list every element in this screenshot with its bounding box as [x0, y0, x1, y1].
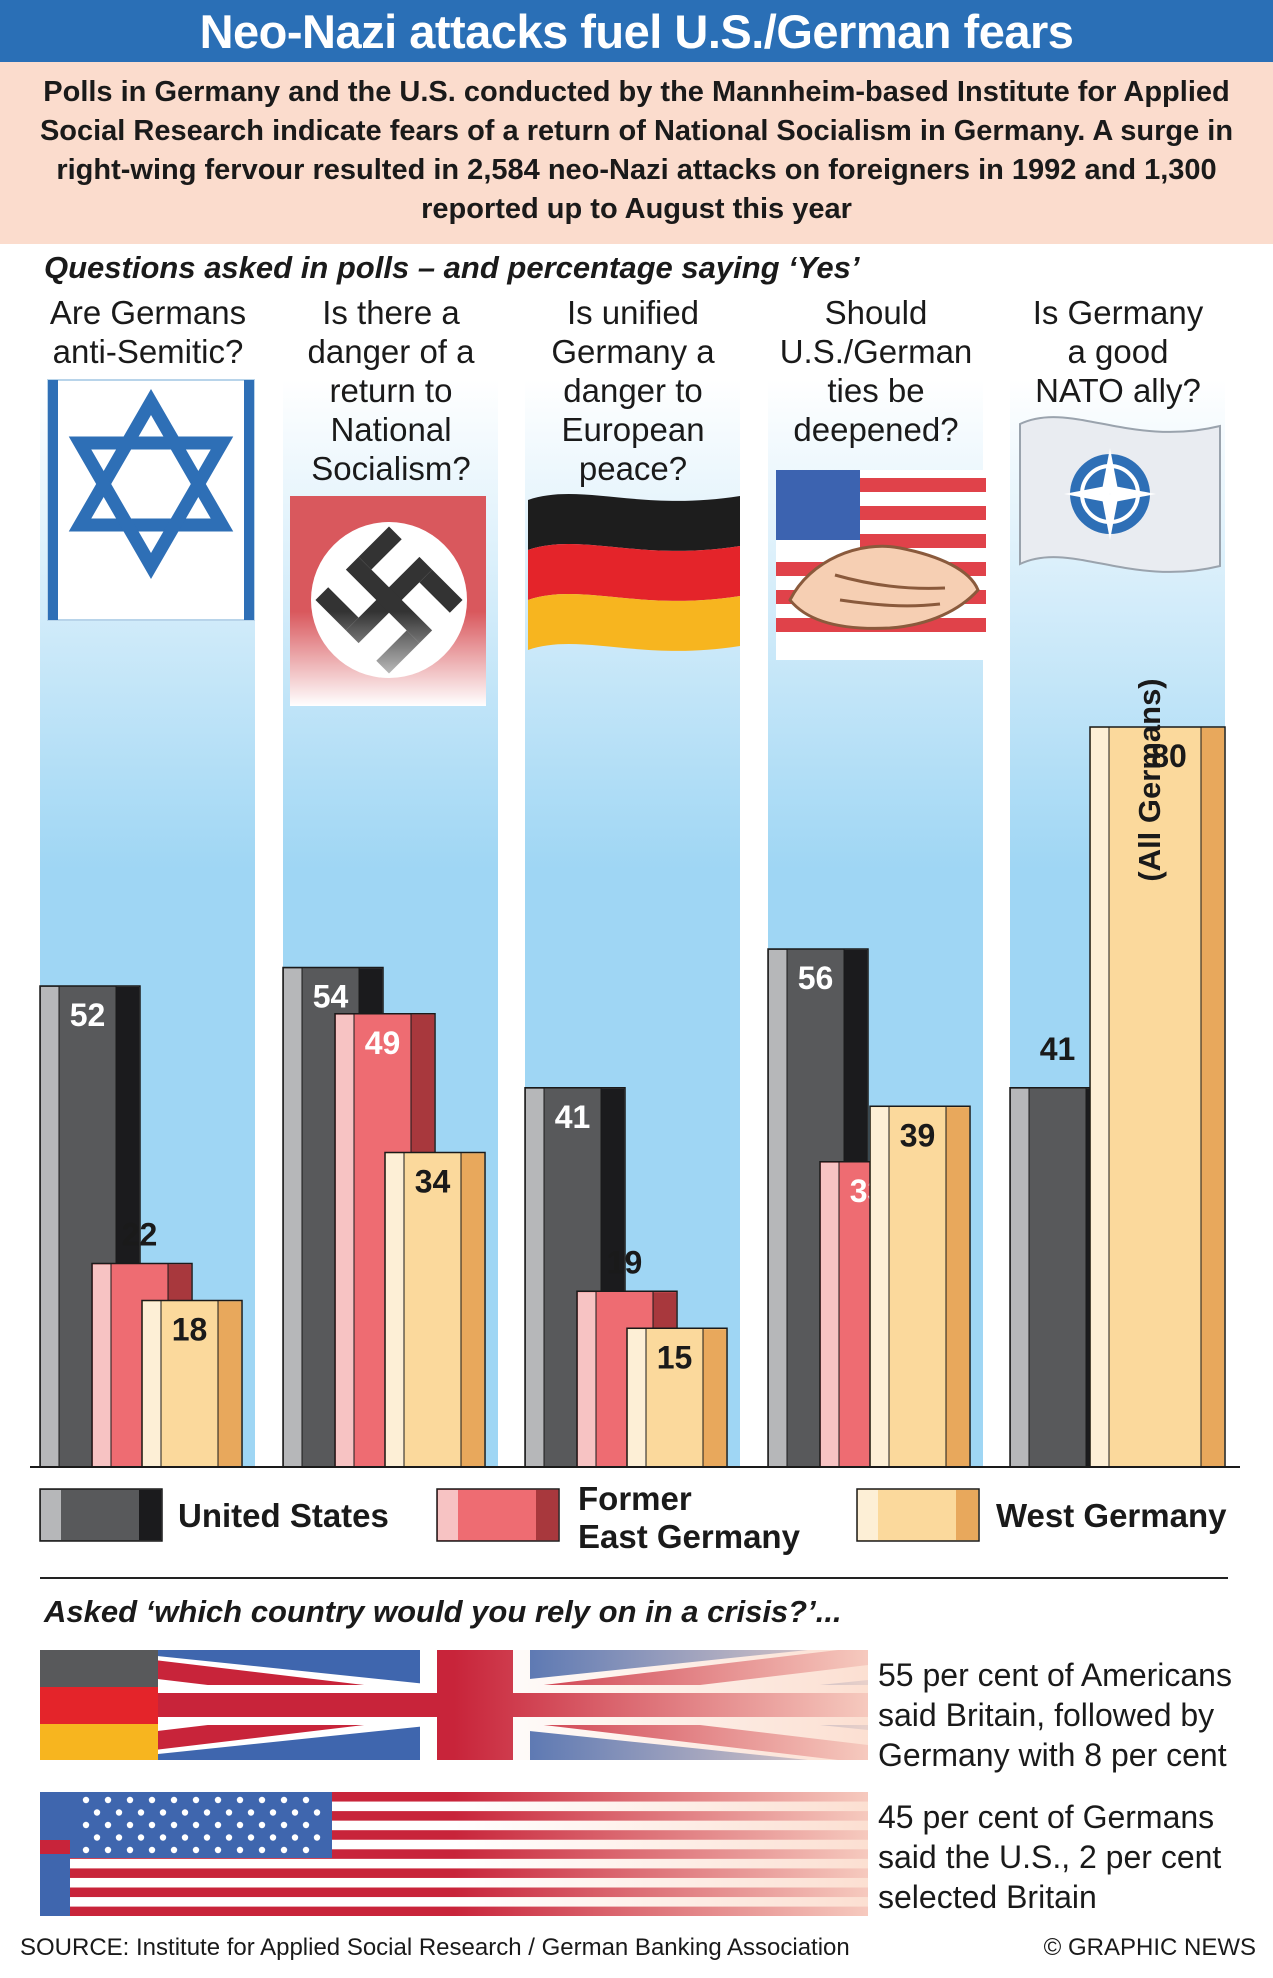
footer: SOURCE: Institute for Applied Social Res… — [20, 1934, 1256, 1962]
handshake-icon — [776, 470, 986, 660]
bar-value-label: 80 — [1151, 738, 1187, 774]
bar-shadow — [461, 1153, 484, 1466]
bar-highlight — [526, 1088, 544, 1466]
bar-value-label: 34 — [415, 1164, 451, 1200]
bar-highlight — [336, 1014, 354, 1466]
bar-highlight — [1011, 1088, 1029, 1466]
question-label: Is Germany a good NATO ally? — [1032, 294, 1204, 409]
bar-value-label: 54 — [313, 979, 349, 1015]
intro-paragraph: Polls in Germany and the U.S. conducted … — [0, 62, 1273, 244]
bar: 34 — [384, 1151, 486, 1468]
americans-result: 55 per cent of Americans said Britain, f… — [878, 1657, 1232, 1773]
legend-swatch — [436, 1488, 560, 1542]
bar-highlight — [578, 1292, 596, 1466]
bar-highlight — [93, 1264, 111, 1466]
question-label: Is there a danger of a return to National So… — [307, 294, 475, 487]
bar-value-label: 39 — [900, 1117, 936, 1153]
source-note: SOURCE: Institute for Applied Social Res… — [20, 1934, 850, 1961]
bar-value-label: 19 — [607, 1244, 643, 1280]
bar: 39 — [869, 1105, 971, 1468]
question-label: Are Germans anti-Semitic? — [49, 294, 247, 370]
bar-shadow — [703, 1329, 726, 1466]
legend-label-west: West Germany — [996, 1497, 1227, 1534]
swastika-flag-icon — [290, 496, 486, 706]
bar-shadow — [946, 1107, 969, 1466]
crisis-heading: Asked ‘which country would you rely on i… — [44, 1594, 842, 1629]
legend-label-east: Former East Germany — [578, 1480, 800, 1555]
bar-highlight — [628, 1329, 646, 1466]
bar-shadow — [1201, 728, 1224, 1466]
bar: 15 — [626, 1327, 728, 1468]
bar-value-label: 15 — [657, 1339, 693, 1375]
all-germans-note: (All Germans) — [1132, 678, 1167, 881]
german-flag-icon — [528, 494, 740, 651]
chart-subtitle: Questions asked in polls – and percentag… — [44, 250, 860, 285]
bar-highlight — [386, 1153, 404, 1466]
bar-highlight — [1091, 728, 1109, 1466]
bar-value-label: 18 — [172, 1312, 208, 1348]
page-title: Neo-Nazi attacks fuel U.S./German fears — [199, 4, 1074, 58]
bar-highlight — [769, 950, 787, 1466]
legend-label-us: United States — [178, 1497, 389, 1534]
question-flags — [47, 379, 1221, 706]
germans-result: 45 per cent of Germans said the U.S., 2 … — [878, 1799, 1222, 1915]
bar-highlight — [41, 987, 59, 1466]
bar-highlight — [871, 1107, 889, 1466]
legend-swatches — [39, 1488, 980, 1542]
bar-highlight — [821, 1162, 839, 1466]
bar-value-label: 41 — [1040, 1031, 1076, 1067]
legend-swatch — [39, 1488, 163, 1542]
bar-highlight — [143, 1301, 161, 1466]
bar-value-label: 49 — [365, 1025, 401, 1061]
bar-value-label: 41 — [555, 1099, 591, 1135]
divider — [40, 1577, 1228, 1579]
credit: © GRAPHIC NEWS — [1043, 1934, 1256, 1961]
legend-swatch — [856, 1488, 980, 1542]
bar-shadow — [218, 1301, 241, 1466]
nato-flag-icon — [1019, 416, 1221, 573]
star-of-david-icon — [47, 379, 255, 621]
bar-value-label: 22 — [122, 1217, 158, 1253]
bar-value-label: 56 — [798, 960, 834, 996]
bar-value-label: 52 — [70, 997, 106, 1033]
question-label: Should U.S./German ties be deepened? — [779, 294, 973, 448]
bar: 18 — [141, 1299, 243, 1468]
bar: 80(All Germans) — [1089, 678, 1226, 1468]
question-label: Is unified Germany a danger to European peac… — [551, 294, 715, 487]
bar-highlight — [284, 968, 302, 1466]
us-flag-icon — [40, 1792, 868, 1916]
title-bar: Neo-Nazi attacks fuel U.S./German fears — [0, 0, 1273, 62]
union-jack-flag-icon — [40, 1650, 868, 1760]
